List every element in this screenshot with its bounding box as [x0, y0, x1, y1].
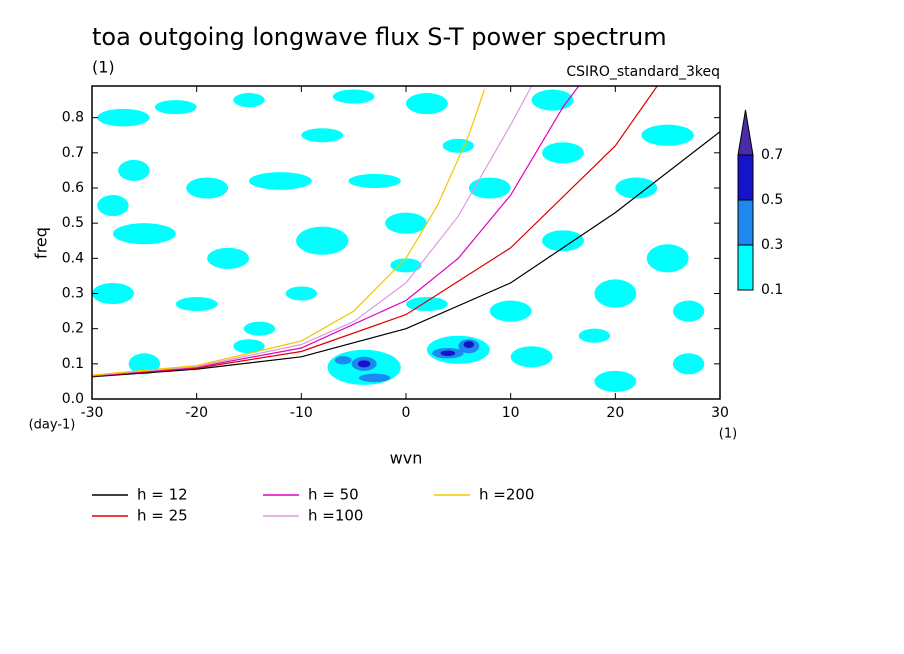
contour-patch — [440, 350, 456, 357]
legend-label: h = 50 — [308, 486, 359, 504]
y-axis-label: freq — [32, 227, 51, 259]
contour-patch — [358, 373, 391, 383]
x-tick-label: 10 — [502, 405, 520, 421]
colorbar-label: 0.1 — [761, 282, 783, 298]
contour-patch — [406, 297, 448, 312]
x-tick-label: -10 — [290, 405, 313, 421]
contour-patch — [357, 360, 371, 368]
contour-patch — [97, 195, 129, 217]
y-tick-label: 0.4 — [62, 250, 84, 266]
contour-patch — [154, 100, 197, 115]
contour-patch — [112, 223, 176, 245]
curve-layer — [92, 86, 720, 378]
contour-patch — [92, 282, 134, 305]
contour-patch — [233, 93, 265, 108]
contour-patch — [542, 230, 584, 252]
contour-patch — [442, 138, 475, 153]
x-tick-label: 30 — [711, 405, 729, 421]
contour-patch — [594, 370, 637, 392]
contour-patch — [406, 93, 448, 115]
y-tick-label: 0.3 — [62, 285, 84, 301]
contour-patch — [463, 340, 475, 349]
colorbar-label: 0.5 — [761, 192, 783, 208]
dispersion-curve — [92, 89, 486, 376]
contour-patch — [489, 300, 532, 322]
contour-patch — [468, 177, 511, 199]
contour-patch — [646, 244, 689, 273]
run-label: CSIRO_standard_3keq — [566, 64, 720, 80]
contour-patch — [385, 212, 427, 234]
contour-patch — [510, 346, 553, 368]
y-tick-label: 0.2 — [62, 321, 84, 337]
y-axis-unit: (day-1) — [29, 418, 76, 433]
legend-label: h =100 — [308, 507, 363, 525]
plot-frame — [91, 85, 721, 400]
y-tick-label: 0.5 — [62, 215, 84, 231]
contour-patch — [118, 159, 150, 181]
dispersion-curve — [92, 86, 658, 377]
contour-patch — [332, 89, 375, 104]
contour-patch — [672, 353, 705, 375]
contour-patch — [615, 177, 658, 199]
contour-patch — [186, 177, 229, 199]
y-tick-label: 0.0 — [62, 391, 84, 407]
contour-patch — [641, 124, 694, 146]
contour-patch — [578, 328, 611, 343]
contour-patch — [390, 258, 422, 273]
contour-patch — [672, 300, 705, 322]
dispersion-curve — [92, 131, 720, 378]
colorbar-segment — [737, 244, 754, 291]
legend-label: h = 12 — [137, 486, 188, 504]
colorbar-label: 0.7 — [761, 147, 783, 163]
x-tick-label: 0 — [402, 405, 411, 421]
legend-label: h =200 — [479, 486, 534, 504]
contour-patch — [531, 89, 574, 111]
contour-patch — [594, 279, 637, 308]
contour-patch — [249, 172, 312, 190]
contour-patch — [233, 339, 265, 354]
contour-patch — [296, 226, 349, 255]
y-tick-label: 0.7 — [62, 145, 84, 161]
x-tick-label: 20 — [606, 405, 624, 421]
colorbar-segment — [737, 199, 754, 246]
colorbar-extend — [737, 109, 754, 156]
contour-patch — [97, 108, 150, 127]
colorbar-segment — [737, 154, 754, 201]
x-axis-unit: (1) — [719, 427, 737, 442]
contour-patch — [207, 247, 249, 269]
legend-label: h = 25 — [137, 507, 188, 525]
colorbar-label: 0.3 — [761, 237, 783, 253]
contour-patch — [243, 321, 276, 336]
dispersion-curve — [92, 86, 580, 377]
contour-layer — [92, 89, 705, 392]
contour-patch — [348, 173, 401, 188]
x-axis-label: wvn — [390, 449, 423, 468]
subtitle: (1) — [92, 58, 115, 77]
y-tick-label: 0.1 — [62, 356, 84, 372]
contour-patch — [301, 128, 344, 143]
contour-patch — [334, 356, 352, 365]
x-tick-label: -30 — [81, 405, 104, 421]
contour-patch — [285, 286, 318, 301]
y-tick-label: 0.8 — [62, 110, 84, 126]
contour-patch — [542, 142, 584, 164]
contour-patch — [175, 297, 218, 312]
dispersion-curve — [92, 86, 533, 376]
chart-title: toa outgoing longwave flux S-T power spe… — [92, 23, 667, 51]
y-tick-label: 0.6 — [62, 180, 84, 196]
x-tick-label: -20 — [185, 405, 208, 421]
